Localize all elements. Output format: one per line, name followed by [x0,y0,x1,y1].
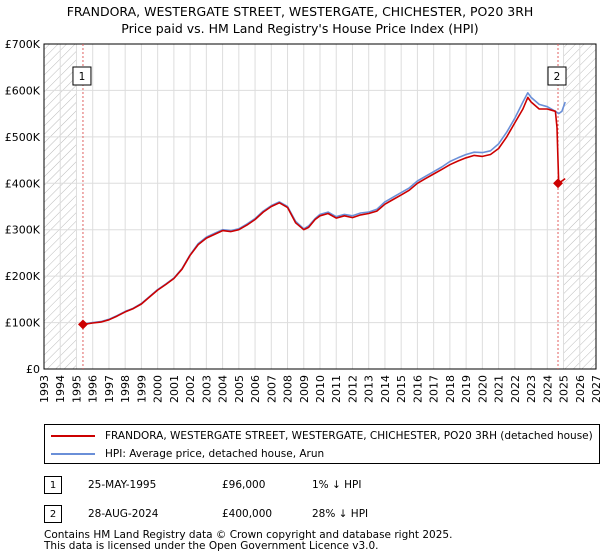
x-tick-label: 1998 [119,375,132,403]
x-tick-label: 1993 [38,375,51,403]
footer: Contains HM Land Registry data © Crown c… [44,530,452,552]
sale-label-box [547,66,567,86]
y-tick-label: £100K [5,317,41,330]
x-tick-label: 2012 [346,375,359,403]
x-tick-label: 2025 [558,375,571,403]
x-tick-label: 1997 [103,375,116,403]
sale-point [553,178,563,189]
x-tick-label: 2023 [525,375,538,403]
transaction-number: 2 [44,505,62,523]
x-tick-label: 2004 [217,375,230,403]
x-tick-label: 2011 [330,375,343,403]
legend-label-hpi: HPI: Average price, detached house, Arun [105,448,325,460]
x-tick-label: 2009 [298,375,311,403]
x-tick-label: 2001 [168,375,181,403]
footer-copyright: Contains HM Land Registry data © Crown c… [44,529,453,541]
x-tick-label: 2010 [314,375,327,403]
y-tick-label: £600K [5,84,41,97]
x-tick-label: 2021 [493,375,506,403]
transaction-price: £400,000 [222,508,273,520]
x-tick-label: 2019 [460,375,473,403]
x-tick-label: 2013 [363,375,376,403]
x-tick-label: 2002 [184,375,197,403]
x-tick-label: 2015 [395,375,408,403]
x-tick-label: 1995 [70,375,83,403]
x-tick-label: 2005 [233,375,246,403]
x-tick-label: 2007 [265,375,278,403]
hpi-line [82,92,566,325]
transaction-date: 28-AUG-2024 [88,508,159,520]
x-tick-label: 2008 [282,375,295,403]
legend-swatch-price-paid [51,435,95,437]
x-tick-label: 2018 [444,375,457,403]
x-tick-label: 2000 [152,375,165,403]
legend-label-price-paid: FRANDORA, WESTERGATE STREET, WESTERGATE,… [105,430,593,442]
x-tick-label: 2026 [574,375,587,403]
x-tick-label: 2006 [249,375,262,403]
price-paid-line [82,96,566,326]
x-tick-label: 1994 [54,375,67,403]
plot-frame [43,43,597,370]
x-tick-label: 1996 [87,375,100,403]
sale-label-number: 2 [554,71,561,83]
transaction-hpi-diff: 1% ↓ HPI [312,479,362,491]
transaction-hpi-diff: 28% ↓ HPI [312,508,369,520]
x-tick-label: 2003 [200,375,213,403]
y-tick-label: £200K [5,270,41,283]
footer-license: This data is licensed under the Open Gov… [44,540,379,552]
x-tick-label: 2020 [476,375,489,403]
x-tick-label: 2022 [509,375,522,403]
sale-label-box [72,66,92,86]
x-tick-label: 1999 [135,375,148,403]
x-tick-label: 2027 [590,375,600,403]
x-tick-label: 2014 [379,375,392,403]
chart-subtitle: Price paid vs. HM Land Registry's House … [121,21,479,36]
sale-point [78,319,88,330]
transaction-number: 1 [44,476,62,494]
x-tick-label: 2016 [411,375,424,403]
x-tick-label: 2024 [541,375,554,403]
x-tick-label: 2017 [428,375,441,403]
y-tick-label: £0 [26,363,40,376]
sale-label-number: 1 [79,71,86,83]
y-tick-label: £700K [5,38,41,51]
transaction-price: £96,000 [222,479,266,491]
y-tick-label: £500K [5,131,41,144]
y-tick-label: £300K [5,224,41,237]
legend: FRANDORA, WESTERGATE STREET, WESTERGATE,… [44,424,600,464]
legend-swatch-hpi [51,453,95,455]
y-tick-label: £400K [5,177,41,190]
transaction-date: 25-MAY-1995 [88,479,157,491]
price-chart: 1 2 £0 £100K £200K £300K £400K £500K £600K £700K… [5,38,600,403]
chart-title: FRANDORA, WESTERGATE STREET, WESTERGATE,… [66,4,534,19]
